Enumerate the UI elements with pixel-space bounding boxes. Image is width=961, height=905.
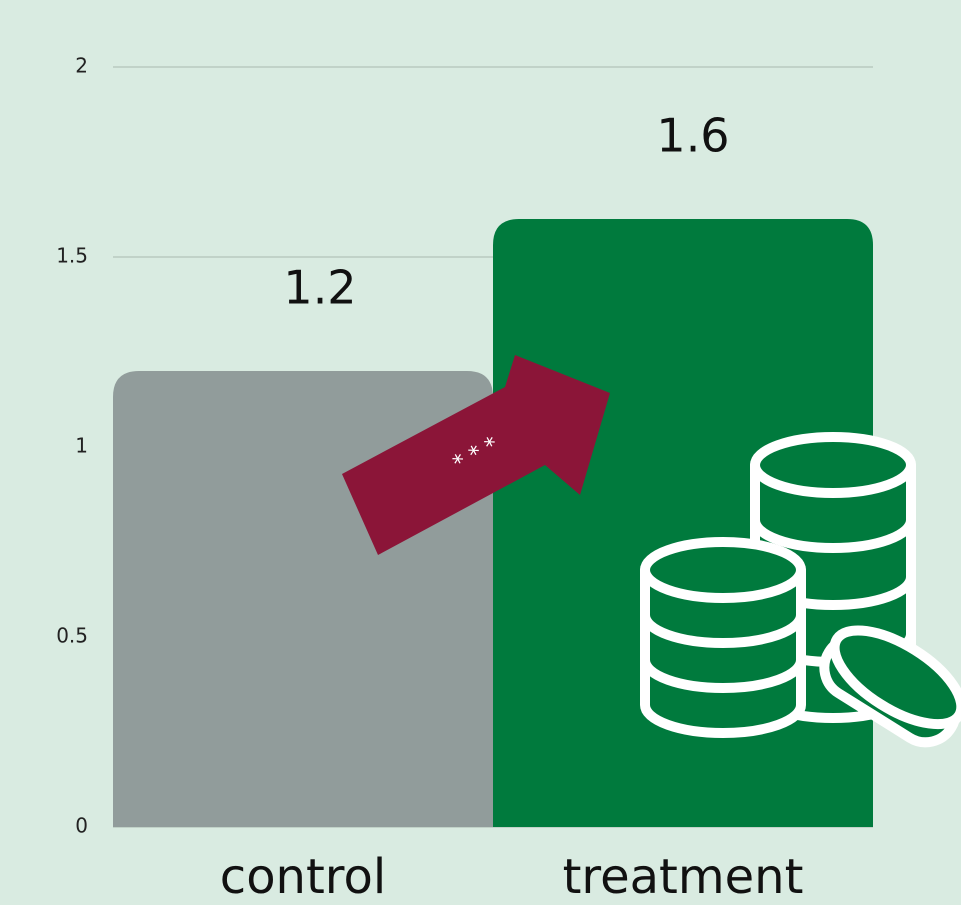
arrow (342, 355, 610, 555)
y-tick-label: 1.5 (56, 244, 88, 268)
y-tick-label: 2 (75, 54, 88, 78)
labels: 0 0.5 1 1.5 2 1.2 control 1.6 treatment (56, 54, 803, 905)
x-tick-label: treatment (563, 849, 804, 905)
y-tick-label: 1 (75, 434, 88, 458)
value-label: 1.6 (656, 109, 729, 163)
decoration: * * * (342, 355, 961, 748)
y-tick-label: 0 (75, 814, 88, 838)
value-label: 1.2 (283, 261, 356, 315)
x-tick-label: control (220, 849, 386, 905)
y-tick-label: 0.5 (56, 624, 88, 648)
coins-icon (640, 432, 961, 748)
